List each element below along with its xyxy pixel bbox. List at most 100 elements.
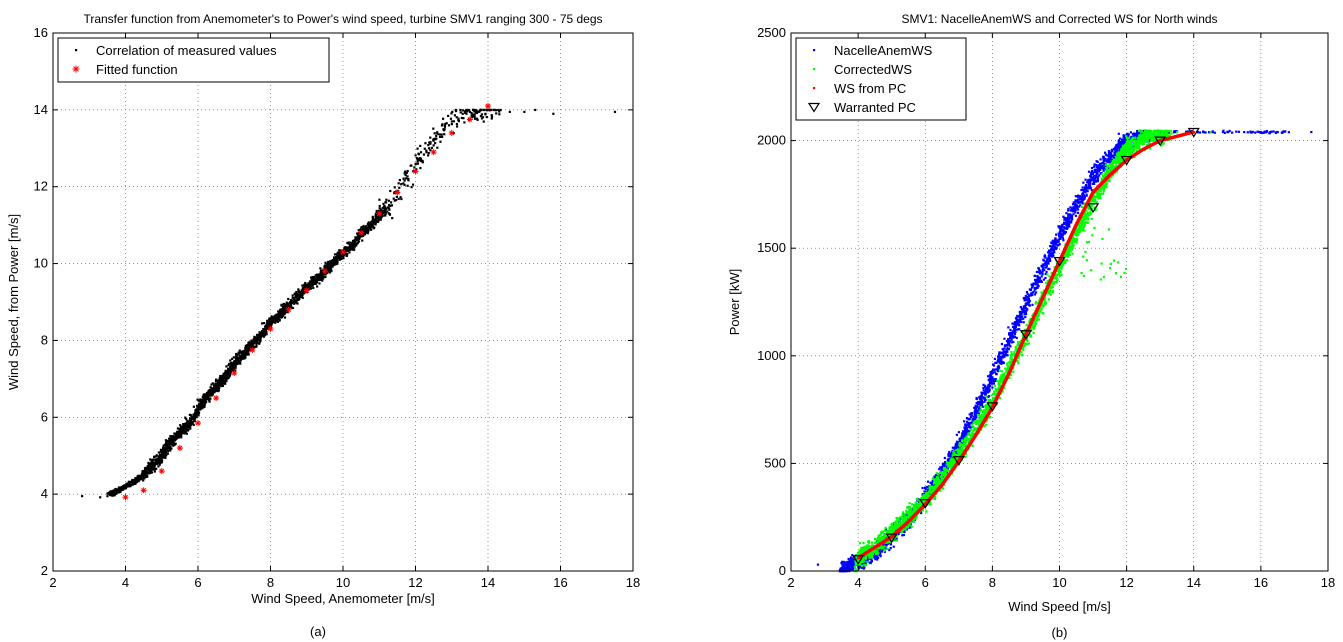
nacelle-ws-point [1026, 297, 1029, 300]
measured-value-point [226, 371, 229, 375]
nacelle-ws-point [1024, 312, 1028, 316]
nacelle-ws-point [997, 364, 1000, 367]
nacelle-ws-point [1060, 235, 1063, 238]
nacelle-ws-point [892, 545, 895, 548]
measured-value-point [463, 110, 467, 113]
fitted-function-point [321, 268, 328, 275]
measured-value-point [206, 391, 210, 394]
nacelle-ws-point [892, 537, 895, 540]
nacelle-ws-point [948, 450, 951, 454]
measured-value-point [231, 357, 234, 360]
nacelle-ws-point [1067, 220, 1070, 223]
nacelle-ws-point [968, 413, 971, 416]
nacelle-ws-point [1001, 348, 1004, 351]
measured-value-point [356, 234, 360, 237]
measured-value-point [371, 215, 374, 218]
measured-value-point [253, 345, 256, 349]
measured-value-point [459, 108, 462, 112]
measured-value-point [257, 333, 260, 336]
measured-value-point [167, 445, 170, 448]
measured-value-point [379, 208, 383, 211]
measured-value-point [293, 302, 296, 305]
measured-value-point [222, 376, 225, 379]
nacelle-ws-point [1094, 177, 1097, 180]
nacelle-ws-point [1089, 175, 1093, 179]
measured-value-point [188, 417, 192, 420]
measured-value-point [203, 403, 206, 406]
measured-value-point [225, 365, 228, 368]
nacelle-ws-point [1044, 263, 1047, 266]
measured-value-point [279, 313, 282, 317]
measured-value-point [212, 384, 216, 387]
nacelle-ws-point [1036, 276, 1039, 280]
measured-value-point [328, 271, 331, 274]
measured-value-point [107, 492, 110, 495]
nacelle-ws-point [889, 543, 893, 546]
measured-value-point [168, 447, 171, 450]
measured-value-point [155, 454, 158, 457]
measured-value-point [228, 366, 232, 369]
nacelle-ws-point [1118, 137, 1122, 140]
measured-value-point [340, 257, 343, 261]
measured-value-point [345, 247, 348, 250]
measured-value-point [138, 475, 142, 479]
measured-value-point [214, 383, 218, 386]
measured-value-point [270, 320, 274, 323]
nacelle-ws-point [1010, 341, 1013, 344]
measured-value-point [441, 117, 445, 120]
x-tick-label: 16 [553, 575, 567, 590]
measured-value-point [370, 220, 373, 224]
measured-value-point [183, 430, 186, 433]
measured-value-point [262, 331, 265, 334]
measured-value-point [338, 253, 342, 257]
measured-value-point [369, 224, 372, 227]
measured-value-point [195, 404, 199, 407]
nacelle-ws-point [866, 555, 869, 559]
measured-value-point [485, 115, 488, 119]
measured-value-point [155, 455, 158, 458]
nacelle-ws-point [971, 421, 974, 424]
measured-value-point [186, 429, 189, 432]
nacelle-ws-point [1006, 354, 1009, 357]
nacelle-ws-point [943, 462, 946, 465]
measured-value-point [209, 390, 212, 393]
fitted-function-point [485, 103, 491, 110]
nacelle-ws-point [843, 564, 847, 567]
measured-value-point [499, 108, 502, 112]
measured-value-point [216, 388, 219, 392]
measured-value-point [346, 249, 349, 253]
measured-value-point [147, 463, 150, 466]
nacelle-ws-point [1082, 194, 1085, 197]
measured-value-point [349, 246, 352, 249]
nacelle-ws-point [1076, 195, 1079, 198]
measured-value-point [178, 431, 182, 434]
measured-value-point [228, 370, 231, 373]
measured-value-point [490, 108, 493, 112]
measured-value-point [286, 303, 289, 306]
measured-value-point [375, 209, 378, 213]
measured-value-point [371, 219, 374, 222]
measured-value-point [465, 112, 468, 115]
measured-value-point [427, 154, 430, 157]
measured-value-point [442, 129, 446, 132]
nacelle-ws-point [923, 490, 926, 493]
measured-value-point [237, 357, 240, 360]
measured-value-point [189, 420, 192, 423]
nacelle-ws-point [1018, 328, 1021, 331]
measured-value-point [136, 479, 140, 482]
nacelle-ws-point [974, 408, 977, 411]
nacelle-ws-point [1024, 294, 1027, 298]
measured-value-point [235, 355, 238, 358]
measured-value-point [183, 432, 186, 435]
measured-value-point [471, 108, 475, 112]
measured-value-point [337, 252, 340, 255]
nacelle-ws-point [941, 462, 944, 465]
measured-value-point [243, 353, 246, 356]
measured-value-point [291, 294, 294, 297]
fitted-function-point [303, 287, 310, 294]
nacelle-ws-point [1102, 162, 1105, 165]
nacelle-ws-point [1113, 151, 1116, 154]
nacelle-ws-point [1115, 151, 1118, 154]
nacelle-ws-point [1010, 336, 1014, 339]
measured-value-point [336, 254, 339, 257]
